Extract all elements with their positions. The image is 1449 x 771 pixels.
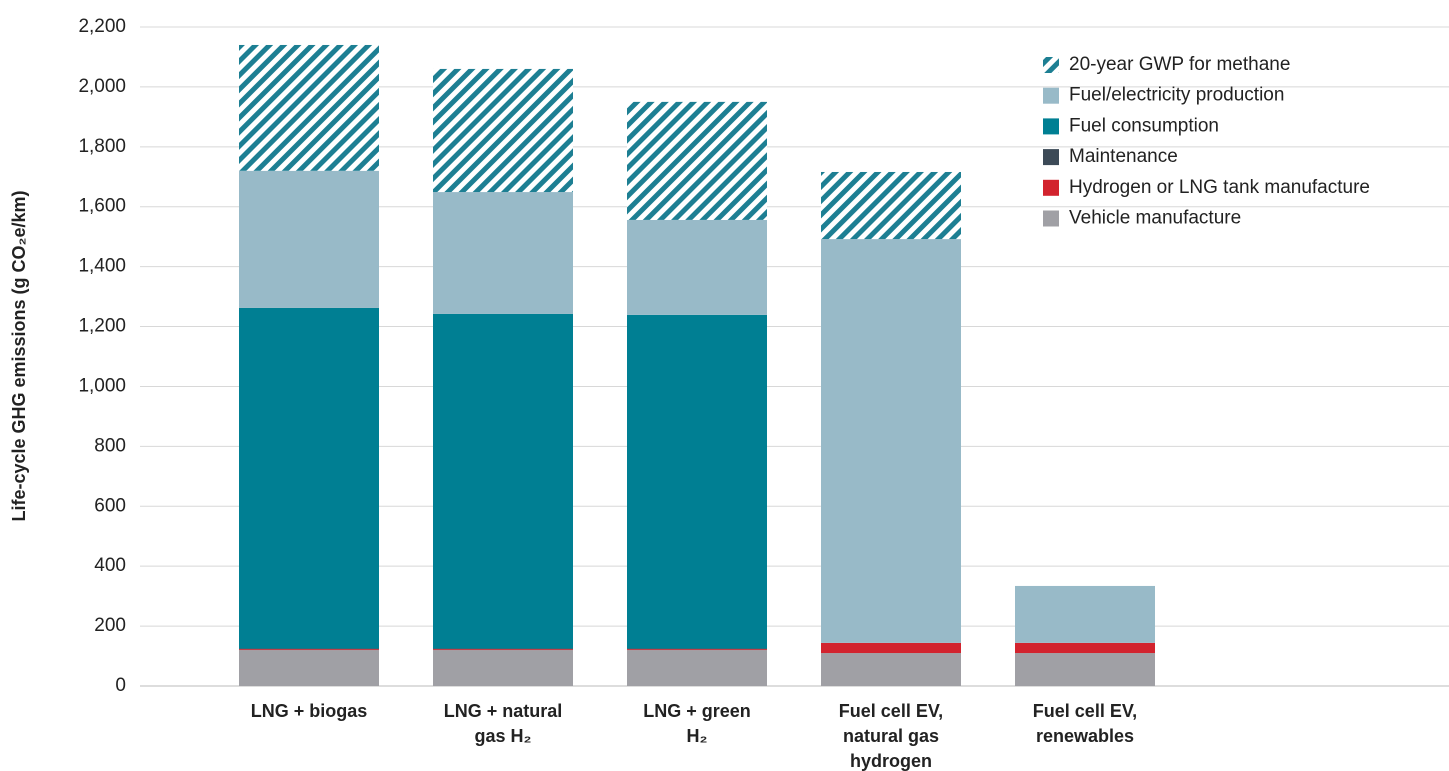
bar-segment	[239, 44, 379, 171]
bar-segment	[239, 648, 379, 650]
bar-segment	[627, 648, 767, 650]
bar-segment	[239, 170, 379, 308]
x-tick-label: LNG + natural gas H₂	[444, 701, 563, 746]
bar-segment	[239, 649, 379, 651]
bar-segment	[627, 101, 767, 220]
bar-segment	[627, 650, 767, 686]
legend-label: Vehicle manufacture	[1069, 208, 1241, 229]
y-tick-label: 2,000	[78, 76, 126, 97]
legend-swatch	[1043, 179, 1059, 196]
legend-swatch	[1043, 87, 1059, 104]
bar-segment	[239, 650, 379, 686]
bar-segment	[627, 649, 767, 651]
y-tick-label: 800	[94, 435, 126, 456]
legend-swatch	[1043, 118, 1059, 135]
legend-swatch	[1043, 149, 1059, 166]
bar-segment	[433, 192, 573, 314]
bar-segment	[433, 68, 573, 193]
bar-segment	[821, 653, 961, 686]
bar-segment	[433, 648, 573, 650]
y-tick-label: 1,400	[78, 256, 126, 277]
bar-segment	[433, 313, 573, 649]
x-tick-label: Fuel cell EV, renewables	[1033, 701, 1137, 746]
y-tick-label: 200	[94, 615, 126, 636]
legend-label: Maintenance	[1069, 146, 1178, 167]
bar-segment	[821, 239, 961, 643]
bar-segment	[1015, 585, 1155, 643]
y-tick-label: 600	[94, 495, 126, 516]
legend-label: Fuel consumption	[1069, 115, 1219, 136]
bar-segment	[1015, 653, 1155, 686]
bar-segment	[821, 171, 961, 240]
bar-segment	[627, 219, 767, 315]
y-tick-label: 1,200	[78, 316, 126, 337]
legend-label: Fuel/electricity production	[1069, 85, 1284, 106]
y-tick-label: 400	[94, 555, 126, 576]
y-tick-label: 1,000	[78, 375, 126, 396]
bar-segment	[821, 642, 961, 654]
y-tick-label: 1,800	[78, 136, 126, 157]
legend-label: 20-year GWP for methane	[1069, 54, 1290, 75]
bar-segment	[239, 307, 379, 649]
x-tick-label: LNG + green H₂	[643, 701, 751, 746]
y-tick-label: 1,600	[78, 196, 126, 217]
y-tick-label: 0	[115, 675, 126, 696]
x-tick-label: Fuel cell EV, natural gas hydrogen	[839, 701, 943, 771]
y-tick-label: 2,200	[78, 16, 126, 37]
bar-segment	[627, 314, 767, 649]
legend-swatch	[1043, 57, 1059, 73]
legend-label: Hydrogen or LNG tank manufacture	[1069, 177, 1370, 198]
bar-segment	[433, 650, 573, 686]
legend-swatch	[1043, 210, 1059, 227]
bar-segment	[1015, 642, 1155, 654]
y-axis-label: Life-cycle GHG emissions (g CO₂e/km)	[9, 190, 29, 521]
x-tick-label: LNG + biogas	[251, 701, 368, 721]
bar-segment	[433, 649, 573, 651]
